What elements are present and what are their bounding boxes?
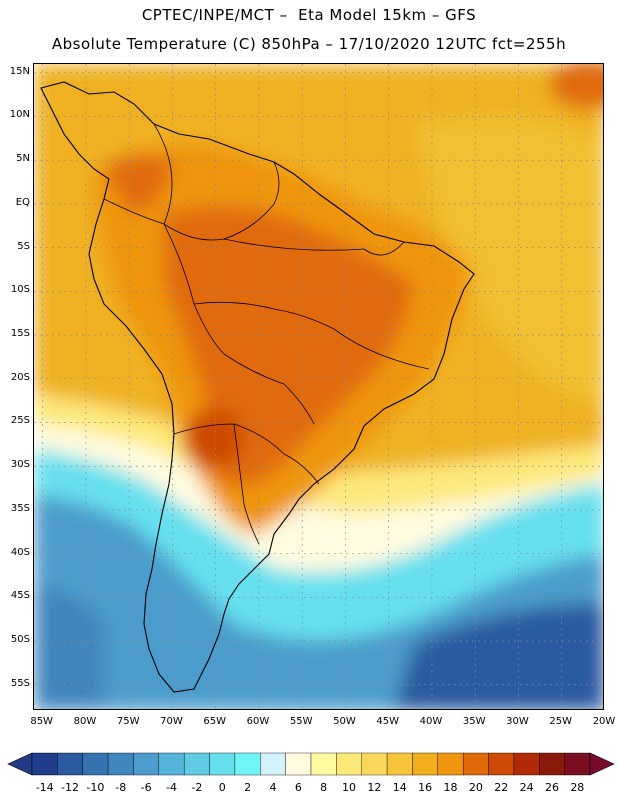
lat-label: 35S — [10, 502, 30, 514]
colorbar-label: 22 — [494, 781, 508, 794]
colorbar-swatch — [412, 752, 439, 776]
colorbar-over-arrow — [589, 752, 615, 776]
lat-label: 10N — [9, 109, 30, 121]
lat-label: 40S — [10, 546, 30, 558]
colorbar-swatch — [82, 752, 109, 776]
colorbar-swatch — [133, 752, 160, 776]
chaco-hot-spot — [184, 409, 244, 469]
colorbar-swatch — [386, 752, 413, 776]
colorbar-swatch — [488, 752, 515, 776]
coastline-outline — [40, 81, 475, 693]
lon-label: 25W — [549, 716, 573, 727]
colorbar-label: 18 — [444, 781, 458, 794]
lat-label: 45S — [10, 590, 30, 602]
colorbar-label: 0 — [219, 781, 226, 794]
temperature-map — [33, 63, 604, 710]
colorbar-swatch — [57, 752, 83, 776]
colorbar-label: 16 — [418, 781, 432, 794]
colorbar-label: -14 — [36, 781, 54, 794]
colorbar-label: 14 — [393, 781, 407, 794]
lon-label: 85W — [30, 716, 53, 727]
colorbar-swatch — [513, 752, 540, 776]
lon-label: 35W — [462, 716, 486, 727]
lon-label: 40W — [419, 716, 443, 727]
colorbar-label: -4 — [166, 781, 177, 794]
lat-label: 25S — [10, 415, 30, 427]
lon-label: 75W — [116, 716, 140, 727]
lat-label: EQ — [15, 196, 30, 208]
lon-label: 65W — [203, 716, 226, 727]
colorbar-label: 4 — [269, 781, 276, 794]
colorbar-swatch — [209, 752, 236, 776]
colorbar-swatch — [564, 752, 591, 776]
colorbar-label: -2 — [191, 781, 202, 794]
colorbar-label: 2 — [244, 781, 251, 794]
colorbar-label: 8 — [320, 781, 327, 794]
northern-hot-patch — [104, 154, 174, 214]
lon-label: 80W — [73, 716, 97, 727]
colorbar-swatch — [285, 752, 312, 776]
lat-label: 20S — [10, 371, 30, 383]
colorbar-swatch — [361, 752, 388, 776]
lat-label: 15S — [10, 328, 30, 340]
map-title-line2: Absolute Temperature (C) 850hPa – 17/10/… — [51, 35, 567, 53]
lon-label: 45W — [376, 716, 400, 727]
colorbar-label: -6 — [141, 781, 152, 794]
colorbar-label: 20 — [469, 781, 483, 794]
colorbar-swatch — [234, 752, 261, 776]
colorbar-under-arrow — [7, 752, 33, 776]
colorbar-label: -8 — [115, 781, 126, 794]
lat-label: 10S — [10, 284, 30, 296]
lon-label: 30W — [506, 716, 529, 727]
atlantic-warm-zone — [414, 117, 603, 404]
lon-label: 50W — [333, 716, 356, 727]
lon-label: 60W — [246, 716, 270, 727]
colorbar-label: 28 — [570, 781, 584, 794]
map-title-line1: CPTEC/INPE/MCT – Eta Model 15km – GFS — [141, 6, 477, 24]
lon-label: 70W — [160, 716, 183, 727]
colorbar-swatch — [107, 752, 134, 776]
lat-label: 5N — [16, 153, 30, 165]
colorbar-label: 6 — [295, 781, 302, 794]
lon-label: 55W — [289, 716, 313, 727]
country-borders — [103, 123, 430, 545]
lat-label: 15N — [9, 65, 30, 77]
colorbar-swatch — [462, 752, 489, 776]
colorbar-swatch — [336, 752, 362, 776]
colorbar-label: 12 — [367, 781, 381, 794]
lat-label: 50S — [10, 634, 30, 646]
temperature-field-svg — [34, 64, 603, 709]
colorbar-label: 10 — [342, 781, 356, 794]
colorbar-swatch — [31, 752, 58, 776]
colorbar-swatch — [183, 752, 210, 776]
northeast-warm-corner — [549, 64, 603, 109]
pacific-cold-zone — [34, 584, 104, 709]
lat-label: 5S — [17, 240, 30, 252]
colorbar-swatch — [437, 752, 464, 776]
lat-lon-grid — [34, 64, 603, 709]
colorbar-label: -10 — [86, 781, 104, 794]
lon-label: 20W — [592, 716, 616, 727]
temperature-colorbar: -14 -12 -10 -8 -6 -4 -2 0 2 4 6 8 10 12 14 16 18 20 22 24 26… — [7, 752, 615, 794]
deep-cold-core — [394, 604, 603, 709]
colorbar-swatch — [310, 752, 337, 776]
colorbar-swatch — [158, 752, 185, 776]
lat-label: 30S — [10, 459, 30, 471]
colorbar-label: 24 — [520, 781, 534, 794]
colorbar-swatch — [260, 752, 286, 776]
colorbar-label: 26 — [545, 781, 559, 794]
colorbar-label: -12 — [61, 781, 79, 794]
lat-label: 55S — [10, 677, 30, 689]
colorbar-swatch — [539, 752, 565, 776]
